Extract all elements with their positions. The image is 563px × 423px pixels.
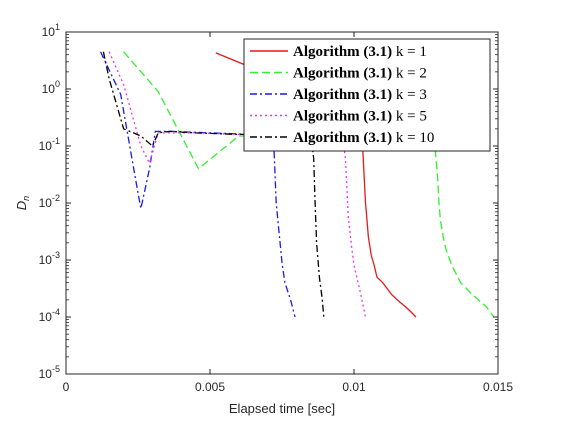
x-axis-label: Elapsed time [sec] [229,401,335,416]
series-line-5 [102,51,325,318]
legend-entry-param: k = 10 [392,130,434,146]
y-axis-label-subscript: n [21,196,31,201]
legend-entry-2: Algorithm (3.1) k = 2 [293,66,427,82]
y-tick-label: 10-5 [39,364,60,381]
y-tick-exponent: -2 [52,193,60,203]
y-tick-label: 10-4 [39,307,60,324]
y-tick-exponent: -3 [52,250,60,260]
y-tick-base: 10 [39,196,53,210]
x-tick-label: 0 [63,380,70,394]
legend-box [243,38,491,152]
y-tick-base: 10 [42,82,56,96]
y-tick-label: 10-2 [39,193,60,210]
y-tick-base: 10 [39,310,53,324]
legend-entry-name: Algorithm (3.1) [293,109,392,125]
y-tick-exponent: -1 [52,136,60,146]
legend-entry-4: Algorithm (3.1) k = 5 [293,109,427,125]
x-tick-label: 0.015 [483,380,513,394]
x-axis: 0 0.005 0.01 0.015 [63,32,513,394]
legend-entry-5: Algorithm (3.1) k = 10 [293,130,434,146]
y-tick-exponent: -5 [52,364,60,374]
y-tick-label: 10-3 [39,250,60,267]
y-tick-base: 10 [39,253,53,267]
legend-entry-name: Algorithm (3.1) [293,44,392,60]
legend-entry-name: Algorithm (3.1) [293,87,392,103]
legend-entry-name: Algorithm (3.1) [293,66,392,82]
y-axis-label-main: D [14,201,29,210]
y-tick-base: 10 [39,367,53,381]
series-line-2 [123,51,495,318]
y-tick-label: 10-1 [39,136,60,153]
legend-entry-1: Algorithm (3.1) k = 1 [293,44,427,60]
y-axis-label: Dn [14,196,31,210]
y-tick-label: 100 [42,79,60,96]
legend-entry-param: k = 5 [392,109,427,125]
x-tick-label: 0.005 [195,380,225,394]
legend-entry-name: Algorithm (3.1) [293,130,392,146]
y-tick-base: 10 [42,25,56,39]
y-tick-base: 10 [39,139,53,153]
y-tick-label: 101 [42,22,60,39]
legend-entry-param: k = 2 [392,66,427,82]
legend-entry-3: Algorithm (3.1) k = 3 [293,87,427,103]
legend-entry-param: k = 3 [392,87,427,103]
y-tick-exponent: -4 [52,307,60,317]
y-tick-exponent: 1 [55,22,60,32]
x-tick-label: 0.01 [342,380,366,394]
legend-entry-param: k = 1 [392,44,427,60]
y-tick-exponent: 0 [55,79,60,89]
